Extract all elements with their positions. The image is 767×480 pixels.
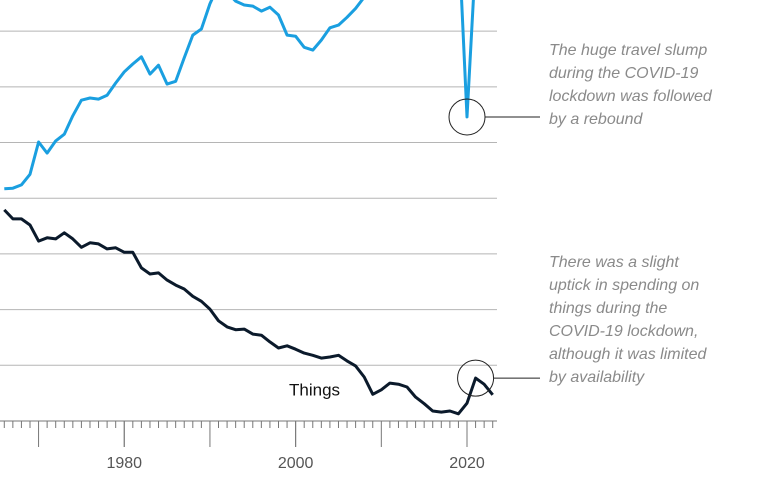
series-line [4,0,475,191]
x-tick-label: 1980 [106,455,142,472]
annotation-text: by availability [549,369,645,386]
annotation-text: by a rebound [549,111,644,128]
series-line [3,208,494,416]
annotation-text: There was a slight [549,254,679,271]
annotation-text: The huge travel slump [549,42,707,59]
annotation-text: although it was limited [549,346,708,363]
annotation-text: uptick in spending on [549,277,699,294]
x-tick-label: 2020 [449,455,485,472]
annotation-text: lockdown was followed [549,88,713,105]
plot-area [3,0,494,416]
annotation-text: things during the [549,300,667,317]
annotation-text: during the COVID-19 [549,65,699,82]
annotations: Things The huge travel slump during the CO… [289,42,713,399]
x-tick-label: 2000 [278,455,314,472]
annotation-text: COVID-19 lockdown, [549,323,698,340]
x-axis: 1980 2000 2020 [0,420,497,472]
grid [0,30,497,366]
series-label: Things [289,380,340,399]
